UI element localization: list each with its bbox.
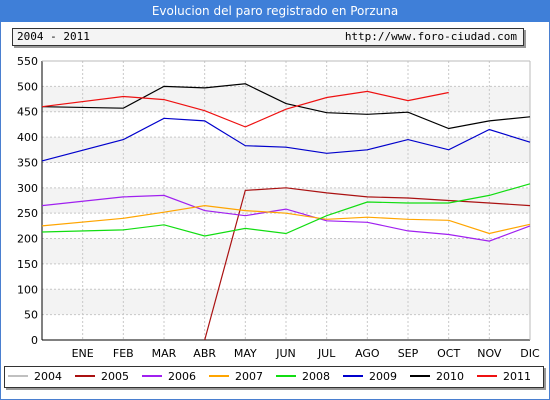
y-tick-label: 150 bbox=[17, 258, 38, 271]
legend bbox=[4, 366, 544, 388]
info-bar: 2004 - 2011 http://www.foro-ciudad.com bbox=[12, 28, 524, 46]
y-tick-label: 250 bbox=[17, 207, 38, 220]
y-tick-label: 0 bbox=[31, 334, 38, 347]
chart-title: Evolucion del paro registrado en Porzuna bbox=[0, 0, 550, 22]
series-line-2010 bbox=[41, 83, 531, 130]
x-tick-label: AGO bbox=[355, 347, 380, 360]
series-line-2011 bbox=[41, 90, 449, 128]
y-tick-label: 300 bbox=[17, 182, 38, 195]
x-tick-label: OCT bbox=[437, 347, 460, 360]
series-line-2005 bbox=[204, 187, 531, 341]
x-tick-label: JUL bbox=[317, 347, 336, 360]
x-tick-label: ENE bbox=[72, 347, 94, 360]
y-tick-label: 50 bbox=[24, 309, 38, 322]
x-tick-label: JUN bbox=[275, 347, 296, 360]
x-tick-label: FEB bbox=[113, 347, 134, 360]
x-tick-label: SEP bbox=[398, 347, 419, 360]
website-link[interactable]: http://www.foro-ciudad.com bbox=[344, 30, 517, 43]
y-tick-label: 550 bbox=[17, 55, 38, 68]
y-tick-label: 500 bbox=[17, 80, 38, 93]
x-tick-label: ABR bbox=[193, 347, 216, 360]
x-tick-label: DIC bbox=[520, 347, 540, 360]
series-line-2006 bbox=[41, 194, 531, 242]
y-tick-label: 350 bbox=[17, 156, 38, 169]
y-tick-label: 100 bbox=[17, 283, 38, 296]
plot-band bbox=[42, 111, 530, 138]
series-line-2009 bbox=[41, 117, 531, 162]
y-tick-label: 400 bbox=[17, 131, 38, 144]
period-label: 2004 - 2011 bbox=[17, 30, 90, 43]
x-tick-label: NOV bbox=[477, 347, 502, 360]
x-tick-label: MAR bbox=[152, 347, 177, 360]
y-tick-label: 200 bbox=[17, 233, 38, 246]
x-tick-label: MAY bbox=[234, 347, 257, 360]
series-line-2008 bbox=[41, 183, 531, 237]
series-line-2007 bbox=[41, 204, 531, 235]
y-tick-label: 450 bbox=[17, 106, 38, 119]
